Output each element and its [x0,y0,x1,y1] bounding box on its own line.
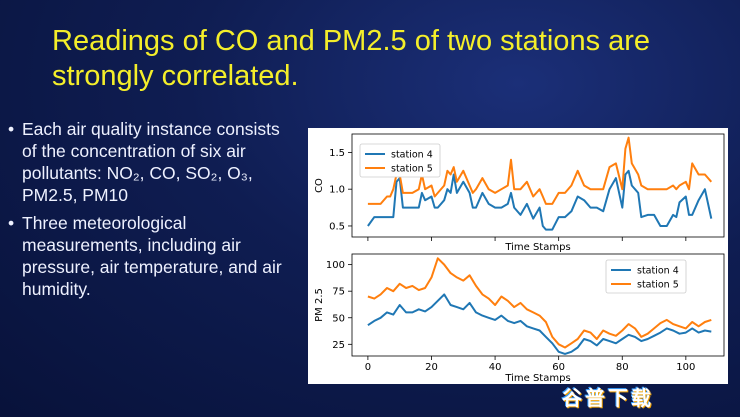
legend-label: station 4 [637,266,679,277]
y-axis-label: CO [314,178,325,193]
x-tick-label: 20 [425,362,438,373]
series-line-station-4 [367,169,713,231]
chart-panel-2: 25 50 75 100 0 20 40 60 80 100 Time Stamps PM 2.5 st… [314,253,725,384]
legend-label: station 5 [637,280,679,291]
y-axis-label: PM 2.5 [314,288,325,322]
y-tick-label: 100 [326,260,345,271]
x-axis-label: Time Stamps [504,373,570,384]
x-tick-label: 80 [616,362,629,373]
axes-frame [351,133,725,238]
watermark-logo: 谷普下载 [562,388,654,410]
bullet-pollutants: • Each air quality instance consists of … [6,118,298,206]
x-axis-label: Time Stamps [504,242,570,253]
series-line-station-5 [367,136,713,205]
y-tick-label: 75 [332,287,345,298]
bullet-dot: • [8,213,15,233]
axes-frame [351,253,725,357]
y-tick-label: 1.0 [329,185,345,196]
series-line-station-5 [367,257,712,349]
bullet-list: • Each air quality instance consists of … [6,118,298,306]
chart-canvas: 0.5 1.0 1.5 Time Stamps CO station 4 station 5… [314,133,725,384]
legend-label: station 5 [391,164,433,175]
x-tick-label: 0 [365,362,371,373]
bullet-meteorological: • Three meteorological measurements, inc… [6,212,298,300]
chart-panel-1: 0.5 1.0 1.5 Time Stamps CO station 4 station 5 [314,133,725,253]
y-tick-label: 50 [332,313,345,324]
x-tick-label: 60 [552,362,565,373]
x-tick-label: 40 [489,362,502,373]
y-tick-label: 0.5 [329,221,345,232]
y-tick-label: 25 [332,340,345,351]
bullet-text: Each air quality instance consists of th… [22,119,280,205]
slide-title: Readings of CO and PM2.5 of two stations… [52,25,651,92]
bullet-text: Three meteorological measurements, inclu… [22,213,282,299]
series-line-station-4 [367,293,712,355]
x-tick-label: 100 [676,362,695,373]
bullet-dot: • [8,119,15,139]
y-tick-label: 1.5 [329,148,345,159]
legend-label: station 4 [391,150,433,161]
chart-figure: 0.5 1.0 1.5 Time Stamps CO station 4 station 5… [308,128,728,384]
